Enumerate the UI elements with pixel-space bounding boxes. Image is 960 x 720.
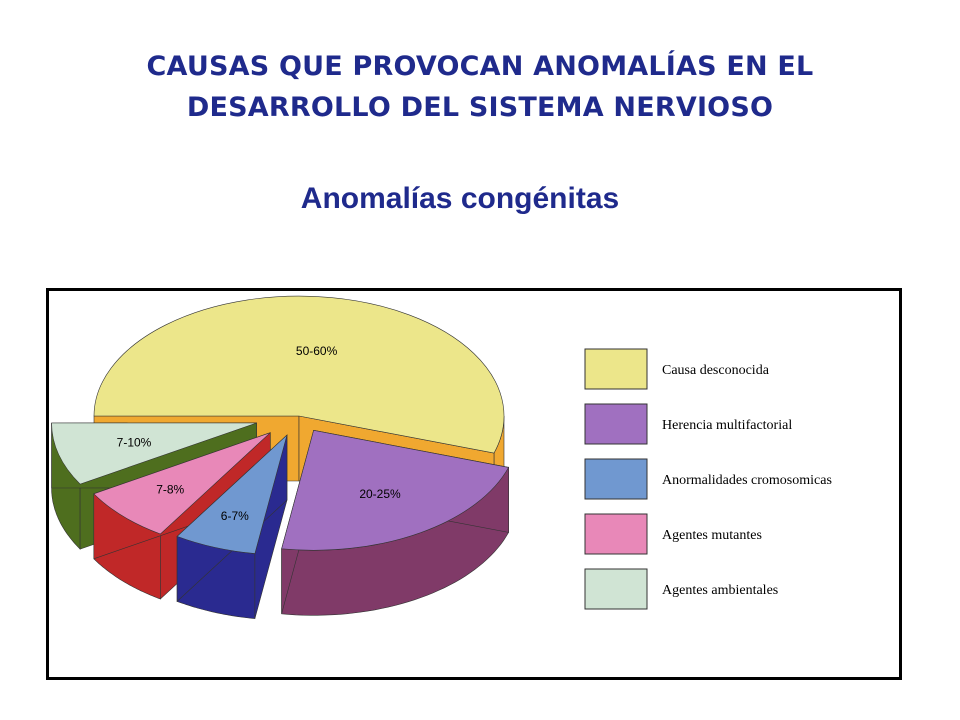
legend-label-causa-desconocida: Causa desconocida — [662, 363, 770, 378]
legend-swatch-causa-desconocida — [584, 348, 648, 390]
slice-top — [93, 295, 505, 454]
slice-top — [51, 422, 257, 485]
slice-label-causa-desconocida: 50-60% — [296, 344, 338, 358]
pie-slice-anormalidades-cromosomicas — [176, 434, 288, 619]
legend-swatch-herencia-multifactorial — [584, 403, 648, 445]
slide-title: CAUSAS QUE PROVOCAN ANOMALÍAS EN EL DESA… — [80, 46, 880, 128]
slice-label-herencia-multifactorial: 20-25% — [359, 487, 401, 501]
legend-swatch-agentes-ambientales — [584, 568, 648, 610]
slice-top — [281, 429, 510, 551]
slice-top — [176, 434, 288, 554]
legend-swatch-agentes-mutantes — [584, 513, 648, 555]
slice-label-agentes-ambientales: 7-10% — [117, 436, 152, 450]
legend-label-agentes-mutantes: Agentes mutantes — [662, 528, 762, 543]
chart-frame: 50-60% 20-25% 6-7% 7-8% 7-10% Causa desconoci… — [46, 288, 902, 680]
legend-label-herencia-multifactorial: Herencia multifactorial — [662, 418, 792, 433]
slide-title-line-2: DESARROLLO DEL SISTEMA NERVIOSO — [186, 92, 774, 123]
slide-title-line-1: CAUSAS QUE PROVOCAN ANOMALÍAS EN EL — [146, 51, 814, 82]
legend-label-agentes-ambientales: Agentes ambientales — [662, 583, 778, 598]
slice-label-anormalidades-cromosomicas: 6-7% — [221, 509, 249, 523]
slice-label-agentes-mutantes: 7-8% — [156, 483, 184, 497]
slice-top — [93, 432, 271, 535]
pie-chart: 50-60% 20-25% 6-7% 7-8% 7-10% Causa desconoci… — [51, 295, 832, 619]
legend-label-anormalidades-cromosomicas: Anormalidades cromosomicas — [662, 473, 832, 488]
legend-swatch-anormalidades-cromosomicas — [584, 458, 648, 500]
pie-slice-herencia-multifactorial — [281, 429, 510, 616]
chart-subtitle: Anomalías congénitas — [300, 182, 620, 215]
